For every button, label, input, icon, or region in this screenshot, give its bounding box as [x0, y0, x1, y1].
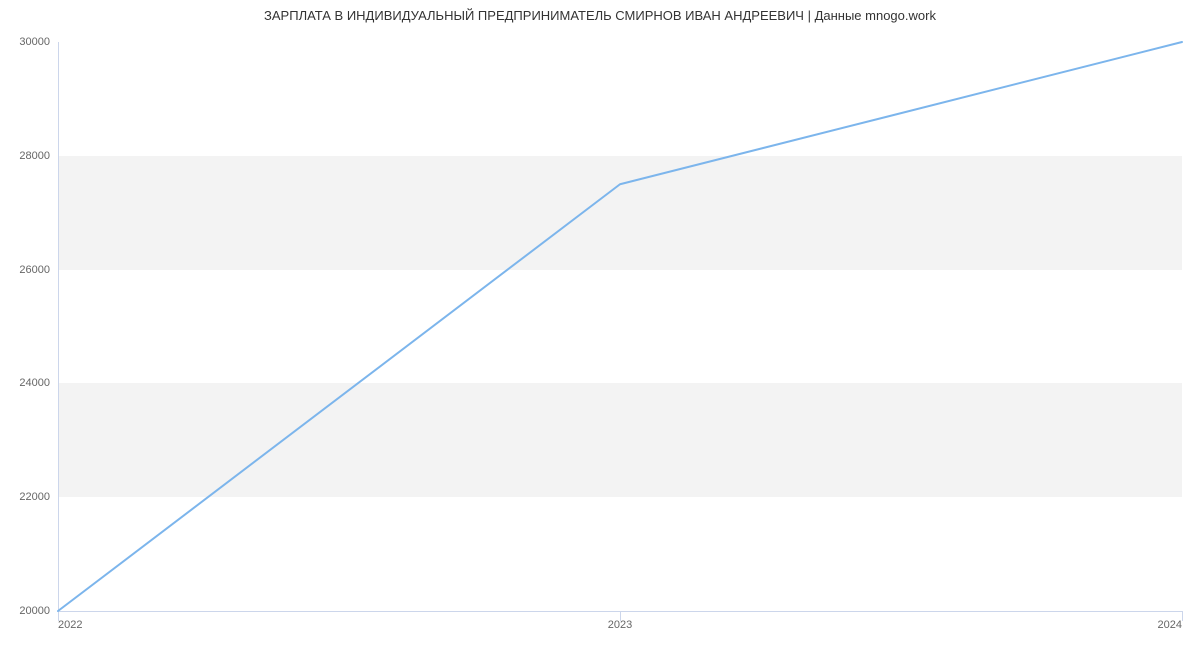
y-tick-label: 26000 [19, 264, 50, 276]
y-tick-label: 24000 [19, 377, 50, 389]
y-tick-label: 28000 [19, 150, 50, 162]
salary-line-chart: ЗАРПЛАТА В ИНДИВИДУАЛЬНЫЙ ПРЕДПРИНИМАТЕЛ… [0, 0, 1200, 650]
series-line [58, 42, 1182, 611]
y-tick-label: 30000 [19, 36, 50, 48]
x-tick-label: 2023 [608, 619, 632, 631]
x-tick-label: 2022 [58, 619, 82, 631]
y-tick-label: 22000 [19, 491, 50, 503]
chart-title: ЗАРПЛАТА В ИНДИВИДУАЛЬНЫЙ ПРЕДПРИНИМАТЕЛ… [0, 8, 1200, 23]
x-tick-mark [1182, 611, 1183, 621]
x-tick-label: 2024 [1158, 619, 1182, 631]
y-tick-label: 20000 [19, 605, 50, 617]
plot-area: 2000022000240002600028000300002022202320… [58, 42, 1182, 611]
